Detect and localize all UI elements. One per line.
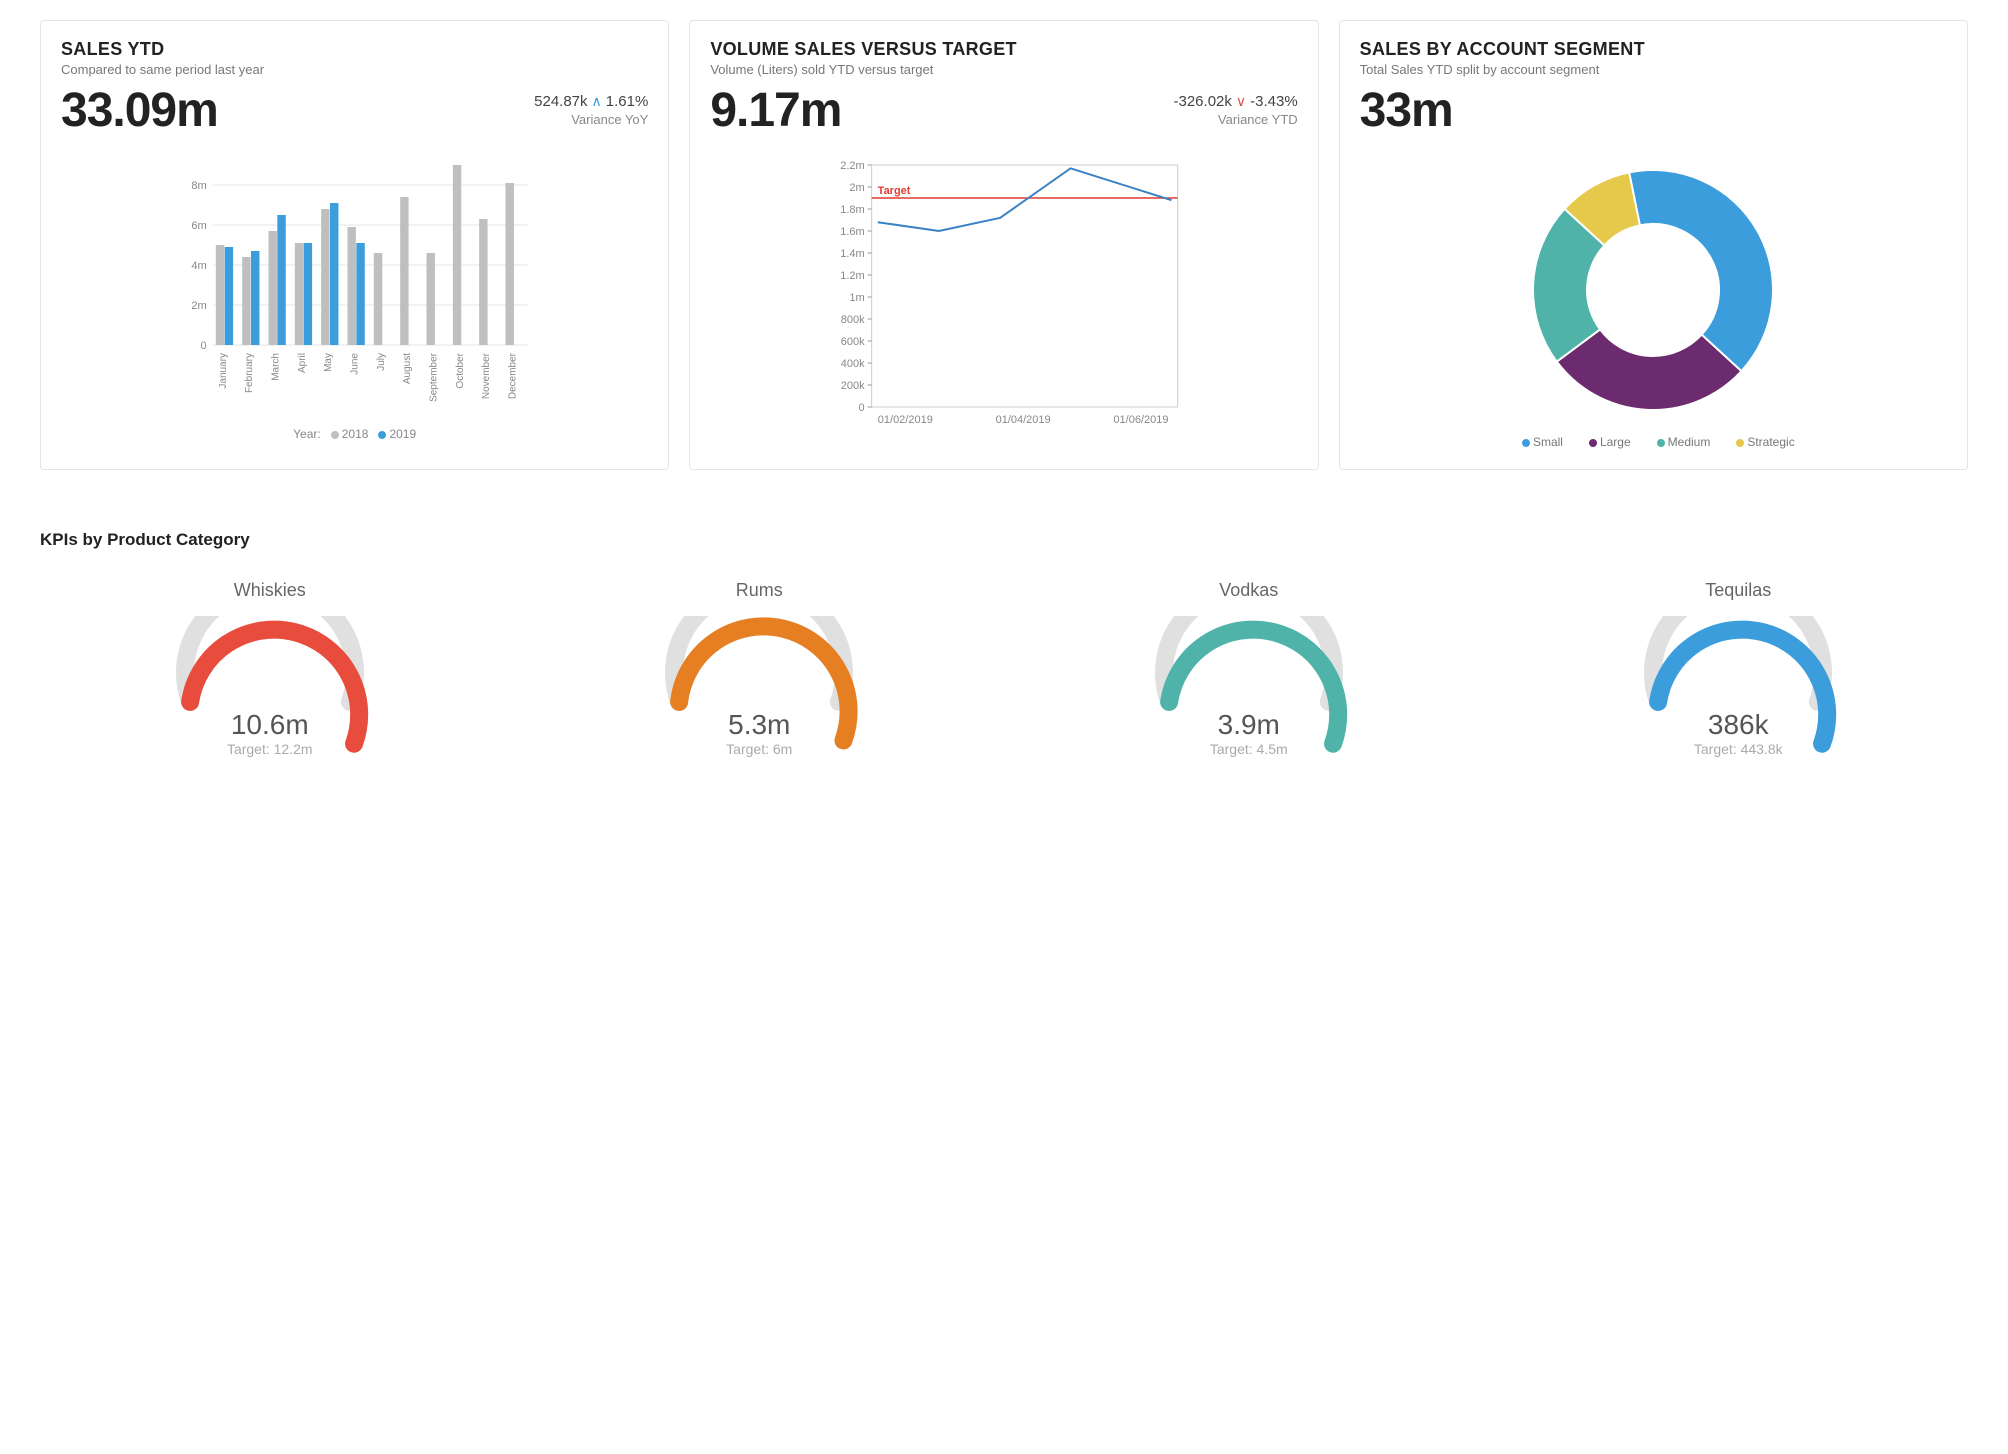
variance-pct: -3.43% [1250,93,1298,110]
svg-text:600k: 600k [841,336,865,348]
svg-text:2.2m: 2.2m [841,160,865,172]
gauge-card: Tequilas 386k Target: 443.8k [1509,580,1969,786]
card-volume: VOLUME SALES VERSUS TARGET Volume (Liter… [689,20,1318,470]
svg-text:1.4m: 1.4m [841,248,865,260]
svg-text:01/06/2019: 01/06/2019 [1114,414,1169,426]
svg-text:July: July [376,353,387,371]
svg-text:1.2m: 1.2m [841,270,865,282]
svg-text:February: February [244,353,255,393]
svg-text:1m: 1m [850,292,865,304]
gauge-target: Target: 443.8k [1628,741,1848,757]
gauges-row: Whiskies 10.6m Target: 12.2m Rums 5.3m T… [40,580,1968,786]
segment-value: 33m [1360,87,1453,135]
svg-text:6m: 6m [191,220,206,232]
volume-line-chart: 0 200k 400k 600k 800k 1m 1.2m 1.4m 1.6m 1.8m 2m 2.2… [710,155,1297,435]
svg-text:March: March [270,353,281,381]
arrow-down-icon: ∨ [1236,93,1246,110]
svg-text:June: June [349,353,360,375]
svg-text:2m: 2m [850,182,865,194]
gauge-chart [160,616,380,786]
svg-text:8m: 8m [191,180,206,192]
sales-ytd-value: 33.09m [61,87,218,135]
gauge-card: Vodkas 3.9m Target: 4.5m [1019,580,1479,786]
gauge-value: 10.6m [160,709,380,741]
svg-text:800k: 800k [841,314,865,326]
gauge-title: Tequilas [1509,580,1969,601]
gauge-value: 5.3m [649,709,869,741]
card-sales-ytd: SALES YTD Compared to same period last y… [40,20,669,470]
gauge-value: 386k [1628,709,1848,741]
svg-text:Target: Target [878,185,911,197]
variance-value: 524.87k [534,93,587,110]
svg-text:August: August [402,353,413,384]
card-subtitle: Compared to same period last year [61,62,648,77]
gauge-title: Rums [530,580,990,601]
card-title: VOLUME SALES VERSUS TARGET [710,39,1297,60]
gauge-card: Whiskies 10.6m Target: 12.2m [40,580,500,786]
gauge-target: Target: 12.2m [160,741,380,757]
svg-text:January: January [218,353,229,389]
gauge-chart [1139,616,1359,786]
svg-text:0: 0 [201,340,207,352]
gauge-title: Whiskies [40,580,500,601]
variance-label: Variance YoY [534,112,648,127]
variance-value: -326.02k [1174,93,1232,110]
svg-text:April: April [297,353,308,373]
variance-pct: 1.61% [606,93,649,110]
arrow-up-icon: ∧ [592,93,602,110]
svg-text:May: May [323,353,334,372]
gauge-chart [649,616,869,786]
kpi-section-title: KPIs by Product Category [40,530,1968,550]
card-title: SALES YTD [61,39,648,60]
svg-text:200k: 200k [841,380,865,392]
card-segment: SALES BY ACCOUNT SEGMENT Total Sales YTD… [1339,20,1968,470]
gauge-title: Vodkas [1019,580,1479,601]
variance-label: Variance YTD [1174,112,1298,127]
svg-text:November: November [481,352,492,399]
gauge-card: Rums 5.3m Target: 6m [530,580,990,786]
svg-text:December: December [507,352,518,399]
svg-text:0: 0 [859,402,865,414]
gauge-value: 3.9m [1139,709,1359,741]
sales-ytd-bar-chart: 0 2m 4m 6m 8m January February March April May Jun… [61,155,648,415]
svg-text:400k: 400k [841,358,865,370]
svg-text:1.8m: 1.8m [841,204,865,216]
svg-text:October: October [455,352,466,388]
svg-text:4m: 4m [191,260,206,272]
gauge-target: Target: 6m [649,741,869,757]
svg-text:2m: 2m [191,300,206,312]
segment-donut-chart [1518,155,1788,425]
bar-chart-legend: Year:20182019 [61,427,648,441]
card-subtitle: Total Sales YTD split by account segment [1360,62,1947,77]
card-title: SALES BY ACCOUNT SEGMENT [1360,39,1947,60]
svg-text:September: September [428,352,439,402]
donut-legend: SmallLargeMediumStrategic [1360,435,1947,449]
card-subtitle: Volume (Liters) sold YTD versus target [710,62,1297,77]
svg-text:1.6m: 1.6m [841,226,865,238]
volume-value: 9.17m [710,87,841,135]
gauge-chart [1628,616,1848,786]
gauge-target: Target: 4.5m [1139,741,1359,757]
svg-text:01/02/2019: 01/02/2019 [878,414,933,426]
svg-text:01/04/2019: 01/04/2019 [996,414,1051,426]
